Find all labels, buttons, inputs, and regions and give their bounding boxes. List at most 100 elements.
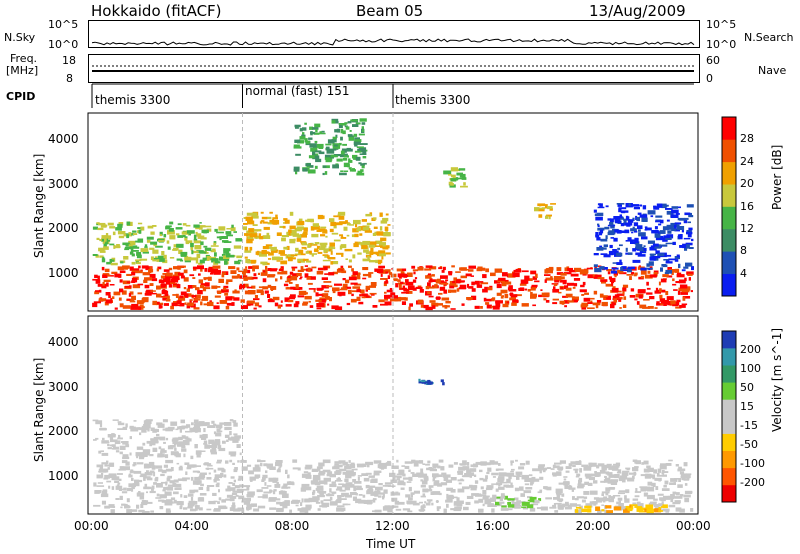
heatmap-cell [93, 301, 101, 304]
heatmap-cell [131, 233, 135, 236]
heatmap-cell [455, 177, 459, 180]
heatmap-cell [130, 305, 135, 310]
heatmap-cell [208, 266, 214, 269]
heatmap-cell [364, 242, 372, 246]
heatmap-cell [345, 220, 348, 224]
heatmap-cell [348, 265, 352, 268]
heatmap-cell [357, 463, 364, 468]
heatmap-cell [557, 504, 565, 508]
heatmap-cell [161, 469, 167, 474]
heatmap-cell [414, 460, 420, 464]
heatmap-cell [155, 497, 162, 499]
heatmap-cell [224, 434, 230, 438]
heatmap-cell [344, 125, 348, 128]
heatmap-cell [480, 306, 483, 309]
heatmap-cell [621, 472, 629, 476]
heatmap-cell [584, 292, 589, 295]
heatmap-cell [571, 488, 574, 492]
colorbars [721, 116, 737, 503]
heatmap-cell [165, 274, 171, 279]
heatmap-cell [506, 478, 511, 484]
nsearch-label: N.Search [744, 31, 794, 44]
heatmap-cell [161, 251, 165, 256]
heatmap-cell [151, 278, 158, 282]
heatmap-cell [98, 468, 107, 473]
heatmap-cell [180, 427, 185, 430]
heatmap-cell [519, 486, 524, 491]
heatmap-cell [659, 465, 667, 470]
heatmap-cell [131, 295, 136, 300]
heatmap-cell [640, 267, 647, 271]
heatmap-cell [159, 506, 164, 510]
heatmap-cell [661, 488, 670, 491]
heatmap-cell [304, 486, 312, 491]
heatmap-cell [611, 267, 619, 270]
heatmap-cell [175, 483, 182, 488]
heatmap-cell [112, 506, 116, 508]
heatmap-cell [391, 465, 399, 469]
heatmap-cell [660, 300, 669, 304]
heatmap-cell [194, 422, 198, 427]
heatmap-cell [425, 463, 430, 466]
heatmap-cell [173, 247, 179, 251]
heatmap-cell [147, 225, 154, 229]
heatmap-cell [366, 463, 370, 468]
heatmap-cell [330, 221, 336, 227]
heatmap-cell [159, 231, 163, 236]
heatmap-cell [684, 244, 690, 249]
heatmap-cell [276, 232, 282, 236]
heatmap-cell [679, 305, 686, 308]
heatmap-cell [351, 293, 354, 297]
heatmap-cell [316, 230, 322, 232]
heatmap-cell [446, 497, 453, 502]
heatmap-cell [634, 461, 641, 464]
heatmap-cell [120, 506, 123, 509]
heatmap-cell [95, 420, 103, 425]
heatmap-cell [465, 501, 471, 505]
heatmap-cell [283, 483, 288, 486]
heatmap-cell [348, 259, 352, 263]
heatmap-cell [679, 236, 683, 240]
heatmap-cell [170, 305, 174, 310]
heatmap-cell [301, 507, 307, 510]
heatmap-cell [197, 290, 203, 295]
heatmap-cell [141, 452, 150, 456]
heatmap-cell [413, 271, 416, 275]
heatmap-cell [293, 168, 300, 172]
heatmap-cell [643, 299, 650, 301]
heatmap-cell [162, 419, 168, 423]
heatmap-cell [184, 436, 189, 440]
heatmap-cell [597, 509, 602, 513]
heatmap-cell [205, 467, 214, 470]
heatmap-cell [379, 212, 383, 217]
heatmap-cell [231, 492, 238, 496]
heatmap-cell [201, 229, 209, 234]
heatmap-cell [134, 479, 140, 484]
heatmap-cell [260, 290, 264, 296]
heatmap-cell [529, 507, 536, 512]
heatmap-cell [378, 495, 382, 498]
heatmap-cell [244, 283, 249, 288]
heatmap-cell [129, 300, 136, 303]
heatmap-cell [199, 472, 207, 475]
heatmap-cell [138, 509, 145, 513]
heatmap-cell [302, 258, 309, 262]
heatmap-cell [459, 173, 466, 178]
heatmap-cell [616, 290, 622, 293]
heatmap-cell [149, 470, 155, 474]
heatmap-cell [643, 245, 646, 248]
heatmap-cell [581, 508, 589, 513]
heatmap-cell [307, 243, 311, 248]
heatmap-cell [283, 283, 289, 287]
heatmap-cell [185, 255, 189, 259]
heatmap-cell [653, 469, 657, 474]
heatmap-cell [365, 472, 372, 475]
heatmap-cell [683, 494, 691, 498]
heatmap-cell [262, 477, 266, 481]
colorbar-swatch [722, 251, 736, 274]
heatmap-cell [241, 509, 245, 513]
heatmap-cell [324, 248, 333, 252]
heatmap-cell [662, 508, 670, 512]
heatmap-cell [262, 494, 268, 499]
heatmap-cell [304, 248, 307, 250]
